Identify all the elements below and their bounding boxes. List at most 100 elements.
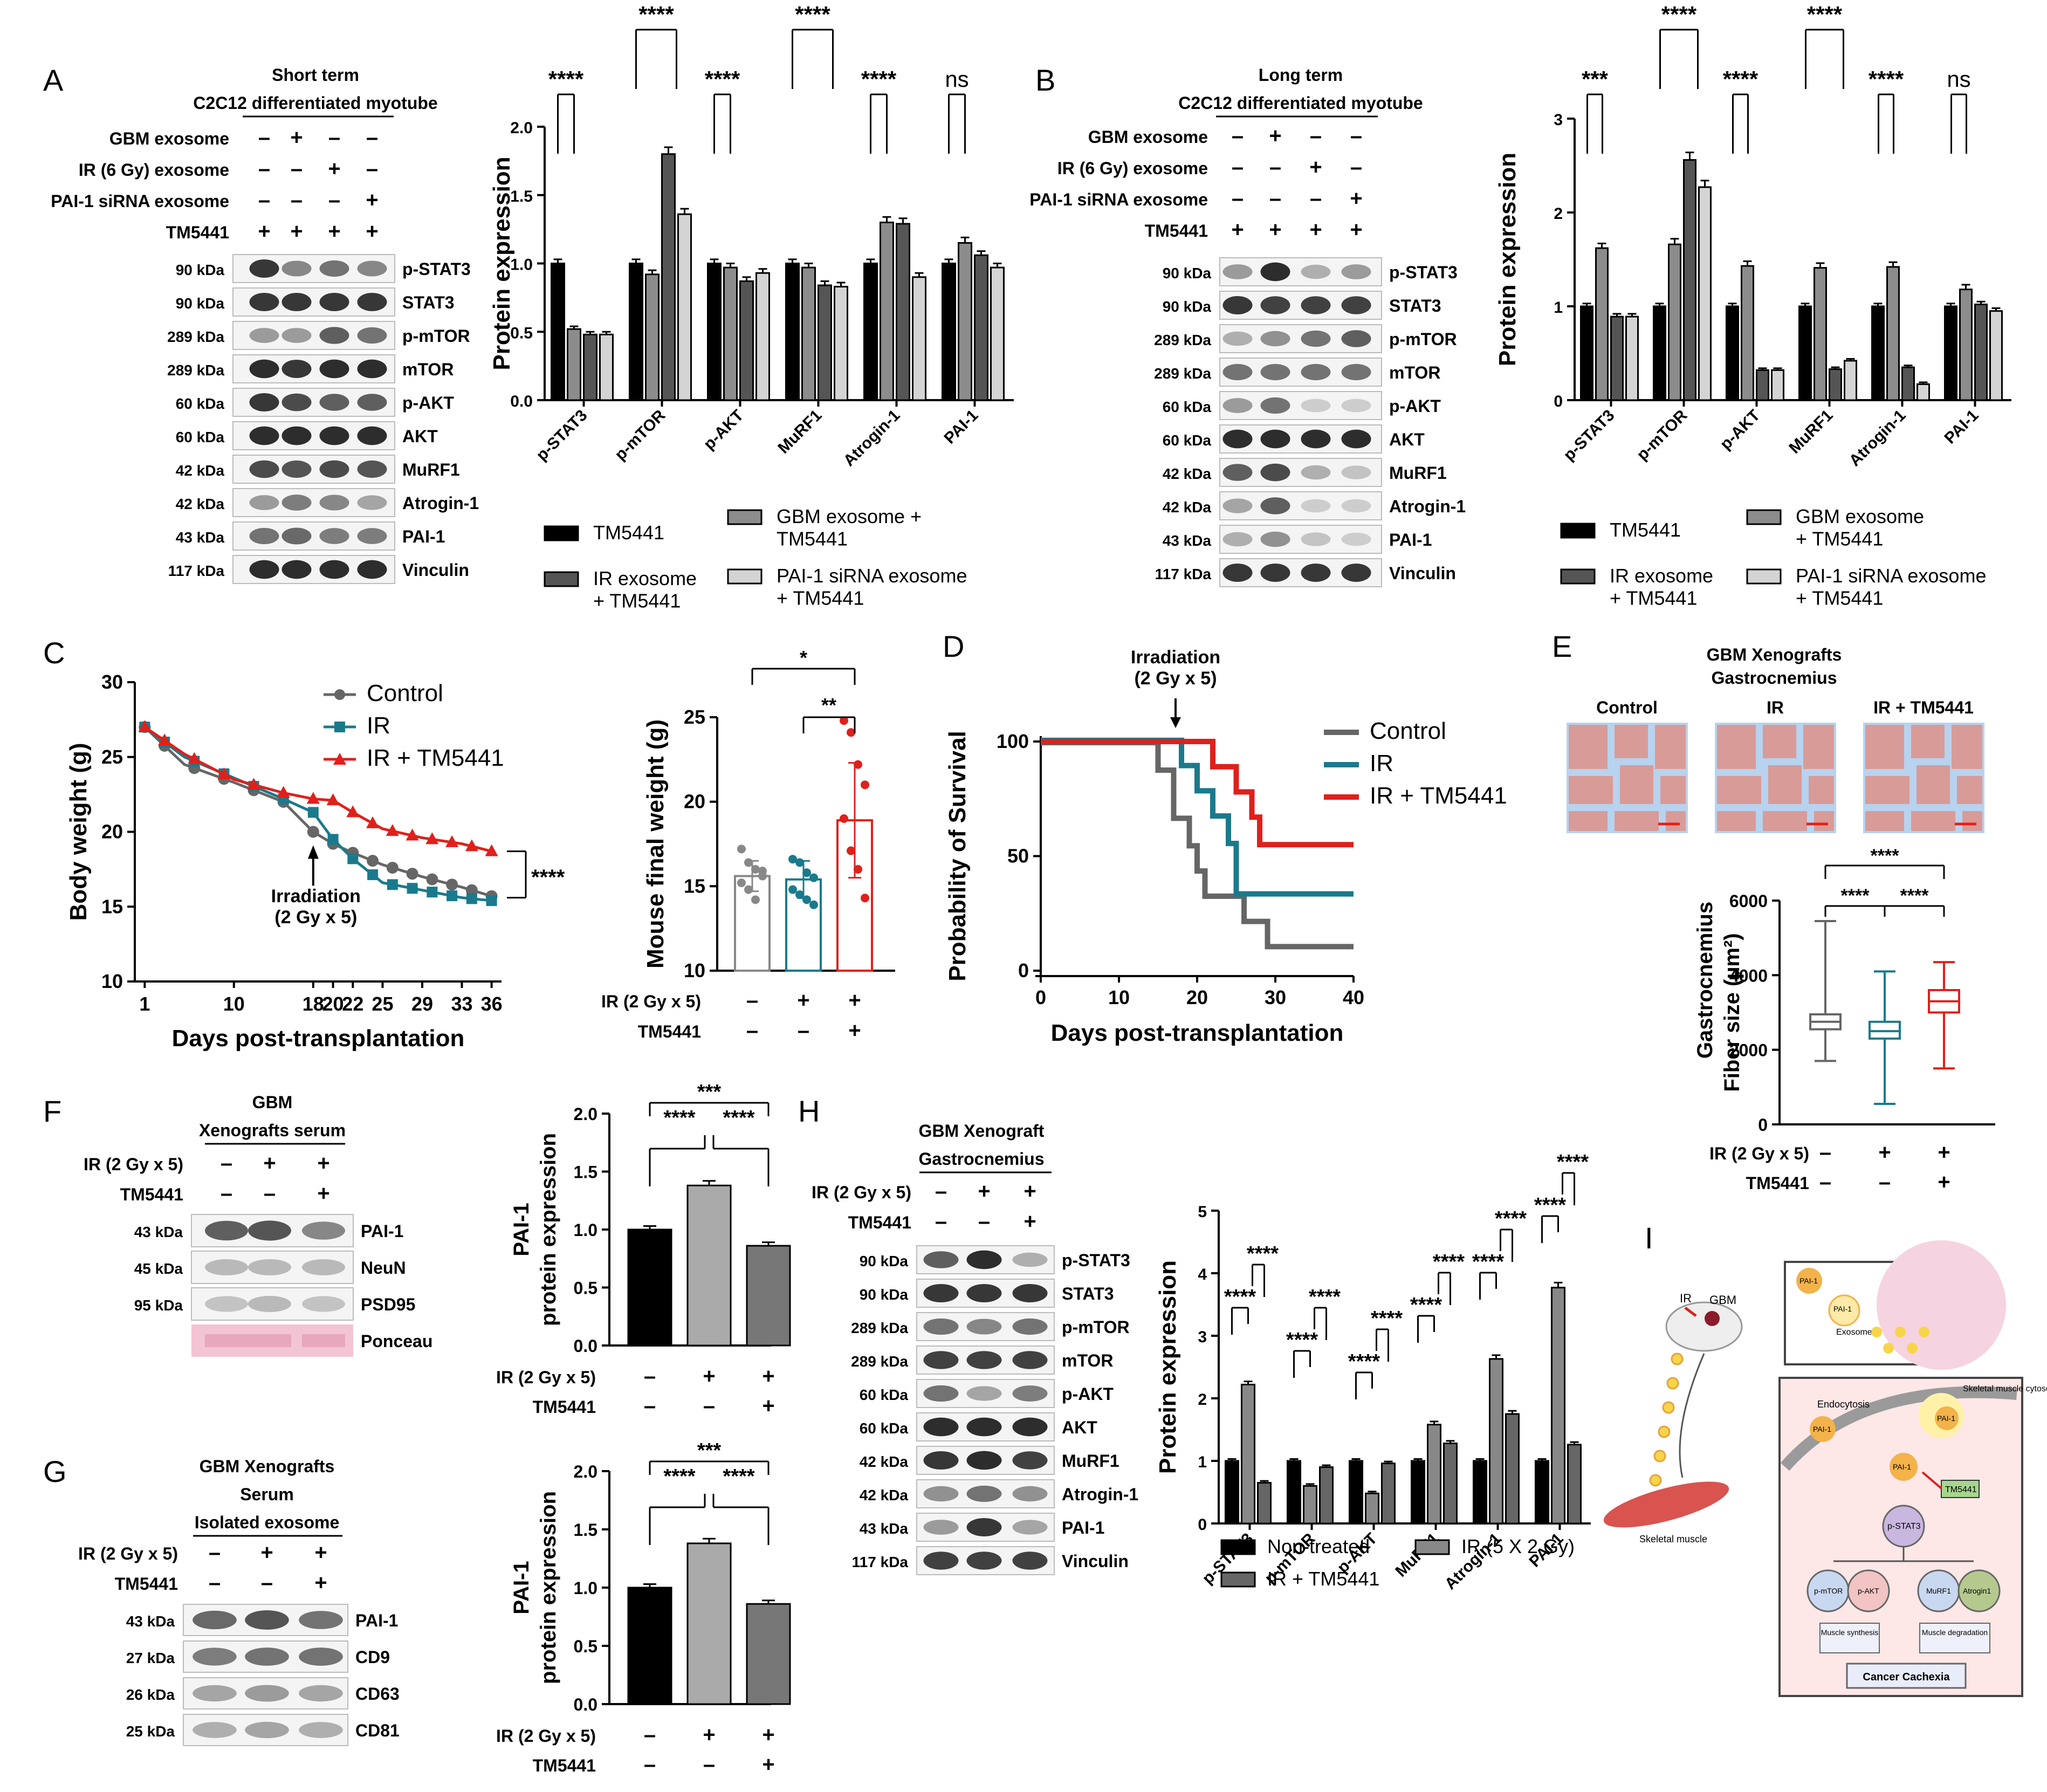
protein-band: [1260, 497, 1290, 514]
bar-ir-5-x-2-gy-: [1427, 1424, 1441, 1525]
transport-arrow: [1679, 1353, 1705, 1478]
y-tick-label: 2.0: [510, 119, 533, 137]
bar-non-treated: [1535, 1460, 1549, 1525]
marker-ir-tm: [406, 828, 419, 841]
y-tick-label: 0.5: [574, 1637, 597, 1656]
bar-ir-5-x-2-gy-: [1241, 1383, 1255, 1525]
protein-band: [319, 560, 349, 579]
significance-label: ****: [1247, 1242, 1279, 1265]
exosome-particle: [1653, 1450, 1666, 1463]
bar-tm5441: [1580, 305, 1593, 401]
legend-label-line: + TM5441: [1610, 587, 1697, 609]
bar-tm5441: [942, 263, 956, 401]
blot-title: Gastrocnemius: [919, 1149, 1045, 1169]
muscle-fiber: [1809, 776, 1834, 804]
protein-band: [1012, 1385, 1048, 1402]
blot-title: Long term: [1259, 65, 1343, 85]
kda-label: 42 kDa: [1163, 499, 1212, 516]
significance-label: ***: [697, 1081, 722, 1103]
kda-label: 42 kDa: [176, 462, 225, 479]
x-tick-label: 25: [372, 993, 393, 1015]
data-point: [788, 885, 797, 894]
protein-band: [1222, 398, 1253, 413]
marker-ir-tm: [138, 720, 152, 732]
condition-sign: –: [1819, 1170, 1831, 1194]
band-label: p-mTOR: [1062, 1317, 1130, 1337]
y-tick-label: 2: [1198, 1391, 1207, 1409]
bar-ir-5-x-2-gy-: [1551, 1287, 1565, 1525]
protein-band: [1301, 330, 1331, 347]
label-ir: IR: [1680, 1292, 1692, 1305]
legend-label: IR + TM5441: [367, 745, 504, 771]
marker-ir-tm: [306, 792, 320, 804]
band-label: p-AKT: [402, 393, 454, 413]
blot-title: C2C12 differentiated myotube: [1178, 93, 1423, 113]
exosome: [1828, 1294, 1860, 1327]
protein-band: [1260, 463, 1290, 482]
y-axis-label: Mouse final weight (g): [642, 719, 669, 969]
panel-letter-H: H: [798, 1094, 820, 1128]
condition-label: IR (2 Gy x 5): [1709, 1144, 1809, 1163]
muscle-fiber: [1666, 811, 1686, 831]
blot-title: GBM Xenograft: [919, 1121, 1045, 1141]
bar-ir-5-x-2-gy-: [1365, 1492, 1379, 1525]
bar-tm5441: [1798, 305, 1812, 401]
significance-label: ****: [1841, 885, 1870, 906]
muscle-fiber: [1952, 725, 1982, 769]
protein-band: [923, 1520, 959, 1535]
significance-label: ****: [861, 66, 897, 92]
condition-sign: +: [703, 1364, 715, 1388]
data-point: [861, 780, 869, 789]
irradiation-annotation: Irradiation (2 Gy x 5): [1131, 647, 1220, 689]
protein-band: [302, 1296, 345, 1312]
legend-swatch: [1560, 523, 1596, 539]
protein-band: [1301, 363, 1331, 381]
protein-band: [249, 495, 279, 510]
tm5441-box: [1941, 1480, 1980, 1498]
kda-label: 289 kDa: [167, 362, 224, 379]
kda-label: 26 kDa: [126, 1686, 175, 1703]
significance-label: ****: [531, 866, 565, 889]
marker-ir-tm: [277, 786, 290, 798]
y-tick-label: 2000: [1729, 1041, 1768, 1060]
pai1-cell: [1796, 1268, 1822, 1294]
blot-title: C2C12 differentiated myotube: [193, 93, 437, 113]
marker-control: [426, 873, 438, 885]
kda-label: 289 kDa: [167, 328, 224, 345]
significance-label: ns: [945, 66, 968, 92]
protein-band: [923, 1451, 959, 1470]
bar-gbm-exosome-tm5441: [880, 221, 894, 401]
x-tick-label: 10: [1108, 986, 1130, 1008]
condition-sign: –: [258, 188, 270, 212]
protein-band: [966, 1417, 1002, 1437]
blot-title: Short term: [272, 65, 359, 85]
protein-band: [205, 1296, 248, 1312]
y-axis-label: Fiber size (µm²): [1720, 933, 1744, 1091]
image-label: Control: [1596, 698, 1658, 717]
condition-sign: –: [291, 157, 303, 181]
y-tick-label: 0: [1198, 1516, 1207, 1534]
protein-band: [319, 495, 349, 511]
blot-title: GBM: [252, 1093, 293, 1112]
irradiation-annotation-line: Irradiation: [1131, 647, 1220, 668]
data-point: [809, 873, 818, 882]
protein-band: [1012, 1451, 1048, 1470]
label-exosome: Exosome: [1836, 1328, 1872, 1337]
panel-letter-G: G: [43, 1454, 67, 1488]
protein-band: [319, 292, 349, 312]
condition-sign: +: [1350, 218, 1362, 242]
cachexia-box: [1846, 1663, 1967, 1689]
condition-sign: –: [1879, 1170, 1891, 1194]
protein-band: [249, 328, 279, 343]
synthesis-box: [1819, 1623, 1880, 1653]
protein-band: [249, 460, 279, 478]
significance-label: ****: [1309, 1286, 1341, 1308]
data-point: [847, 846, 855, 855]
protein-band: [966, 1485, 1002, 1502]
condition-label: GBM exosome: [109, 129, 229, 148]
protein-band: [193, 1722, 237, 1738]
kda-label: 90 kDa: [1163, 298, 1212, 315]
bar-pai-1-sirna-exosome-tm5441: [1625, 315, 1639, 401]
protein-band: [1301, 429, 1331, 449]
marker-ir-tm: [158, 733, 171, 746]
